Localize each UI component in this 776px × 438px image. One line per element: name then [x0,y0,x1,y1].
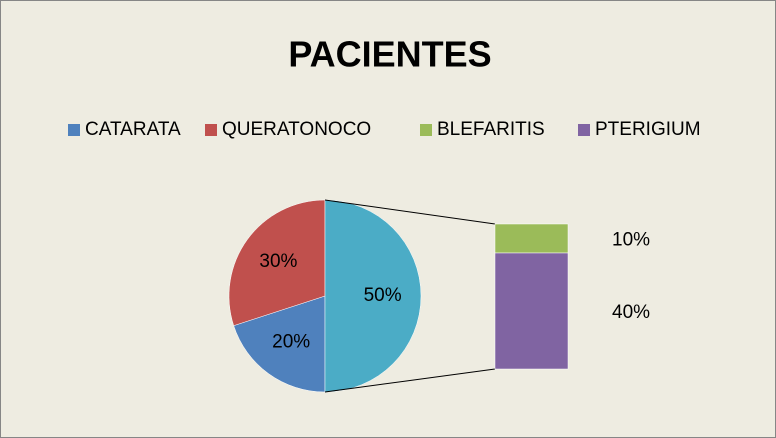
pie-slice [233,295,326,393]
legend-label: QUERATONOCO [222,119,371,140]
data-label: 30% [259,251,297,272]
data-label: 50% [364,285,402,306]
data-label: 10% [612,230,650,251]
bar-segment [494,252,569,370]
legend-swatch [205,124,217,136]
data-label: 20% [272,332,310,353]
connector [324,199,496,225]
pie-slice [324,199,422,393]
legend-label: CATARATA [85,119,181,140]
legend-swatch [420,124,432,136]
data-label: 40% [612,302,650,323]
legend-swatch [578,124,590,136]
legend-swatch [68,124,80,136]
chart-title: PACIENTES [288,34,491,75]
connector [324,368,496,393]
legend-label: BLEFARITIS [437,119,545,140]
bar-segment [494,223,569,254]
legend-label: PTERIGIUM [595,119,701,140]
pie-slice [228,199,326,326]
